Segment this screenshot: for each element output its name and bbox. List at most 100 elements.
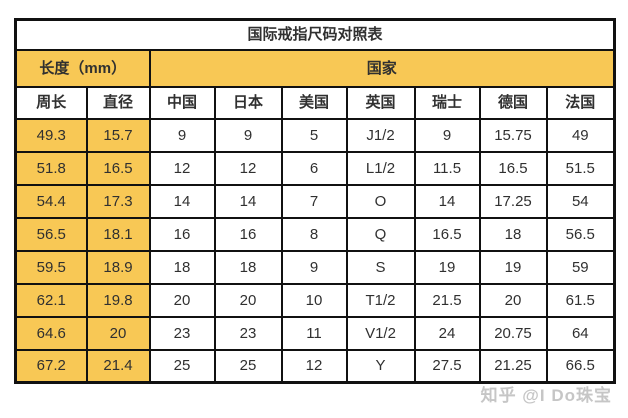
column-header-5: 英国 (345, 85, 416, 120)
measure-cell: 18.1 (85, 216, 151, 252)
size-cell: 66.5 (545, 348, 616, 384)
size-cell: 12 (213, 150, 283, 186)
column-header-3: 日本 (213, 85, 283, 120)
table-row: 51.8 16.5 12 12 6 L1/2 11.5 16.5 51.5 (14, 150, 616, 186)
size-cell: 17.25 (478, 183, 548, 219)
size-cell: 54 (545, 183, 616, 219)
group-header-country: 国家 (148, 48, 616, 88)
table-title: 国际戒指尺码对照表 (14, 18, 616, 51)
measure-cell: 67.2 (14, 348, 88, 384)
size-cell: 21.25 (478, 348, 548, 384)
size-cell: 19 (478, 249, 548, 285)
measure-cell: 59.5 (14, 249, 88, 285)
table-body: 49.3 15.7 9 9 5 J1/2 9 15.75 49 51.8 16.5 12 12 6 L1/2… (14, 117, 616, 384)
watermark: 知乎 @I Do珠宝 (480, 386, 612, 405)
size-cell: 14 (413, 183, 481, 219)
table-row: 67.2 21.4 25 25 12 Y 27.5 21.25 66.5 (14, 348, 616, 384)
size-cell: 23 (213, 315, 283, 351)
column-header-4: 美国 (280, 85, 348, 120)
size-cell: 23 (148, 315, 216, 351)
size-cell: 18 (478, 216, 548, 252)
size-cell: 6 (280, 150, 348, 186)
size-cell: 25 (213, 348, 283, 384)
size-cell: 49 (545, 117, 616, 153)
size-cell: 15.75 (478, 117, 548, 153)
ring-size-table: 国际戒指尺码对照表 长度（mm） 国家 周长 直径 中国 日本 美国 英国 瑞士 德国 法国 4… (14, 18, 617, 384)
size-cell: 9 (148, 117, 216, 153)
size-cell: 21.5 (413, 282, 481, 318)
column-header-2: 中国 (148, 85, 216, 120)
size-cell: 12 (280, 348, 348, 384)
size-cell: 11 (280, 315, 348, 351)
size-cell: S (345, 249, 416, 285)
size-cell: 11.5 (413, 150, 481, 186)
size-cell: 16.5 (413, 216, 481, 252)
size-cell: 56.5 (545, 216, 616, 252)
size-cell: 16 (213, 216, 283, 252)
table-row: 64.6 20 23 23 11 V1/2 24 20.75 64 (14, 315, 616, 351)
size-cell: Q (345, 216, 416, 252)
size-cell: 64 (545, 315, 616, 351)
measure-cell: 64.6 (14, 315, 88, 351)
table-row: 56.5 18.1 16 16 8 Q 16.5 18 56.5 (14, 216, 616, 252)
measure-cell: 51.8 (14, 150, 88, 186)
measure-cell: 20 (85, 315, 151, 351)
table-row: 62.1 19.8 20 20 10 T1/2 21.5 20 61.5 (14, 282, 616, 318)
measure-cell: 49.3 (14, 117, 88, 153)
size-cell: 18 (148, 249, 216, 285)
measure-cell: 18.9 (85, 249, 151, 285)
measure-cell: 15.7 (85, 117, 151, 153)
size-cell: J1/2 (345, 117, 416, 153)
size-cell: O (345, 183, 416, 219)
size-cell: 20 (478, 282, 548, 318)
size-cell: 14 (148, 183, 216, 219)
size-cell: 19 (413, 249, 481, 285)
size-cell: 59 (545, 249, 616, 285)
measure-cell: 54.4 (14, 183, 88, 219)
group-header-row: 长度（mm） 国家 (14, 48, 616, 88)
table-head: 国际戒指尺码对照表 长度（mm） 国家 周长 直径 中国 日本 美国 英国 瑞士 德国 法国 (14, 18, 616, 120)
table-row: 54.4 17.3 14 14 7 O 14 17.25 54 (14, 183, 616, 219)
column-header-7: 德国 (478, 85, 548, 120)
size-cell: 7 (280, 183, 348, 219)
size-cell: 12 (148, 150, 216, 186)
measure-cell: 17.3 (85, 183, 151, 219)
column-header-1: 直径 (85, 85, 151, 120)
size-cell: V1/2 (345, 315, 416, 351)
size-cell: 20.75 (478, 315, 548, 351)
size-cell: 18 (213, 249, 283, 285)
measure-cell: 19.8 (85, 282, 151, 318)
size-cell: 9 (213, 117, 283, 153)
measure-cell: 56.5 (14, 216, 88, 252)
column-header-6: 瑞士 (413, 85, 481, 120)
measure-cell: 62.1 (14, 282, 88, 318)
group-header-length: 长度（mm） (14, 48, 151, 88)
size-cell: 5 (280, 117, 348, 153)
size-cell: 20 (213, 282, 283, 318)
column-header-0: 周长 (14, 85, 88, 120)
size-cell: 16.5 (478, 150, 548, 186)
size-cell: 24 (413, 315, 481, 351)
measure-cell: 21.4 (85, 348, 151, 384)
size-cell: 16 (148, 216, 216, 252)
size-cell: 20 (148, 282, 216, 318)
size-cell: 14 (213, 183, 283, 219)
size-cell: L1/2 (345, 150, 416, 186)
size-cell: 10 (280, 282, 348, 318)
size-cell: 51.5 (545, 150, 616, 186)
size-cell: 61.5 (545, 282, 616, 318)
table-row: 49.3 15.7 9 9 5 J1/2 9 15.75 49 (14, 117, 616, 153)
measure-cell: 16.5 (85, 150, 151, 186)
size-cell: 9 (413, 117, 481, 153)
size-cell: 8 (280, 216, 348, 252)
table-title-row: 国际戒指尺码对照表 (14, 18, 616, 51)
size-cell: Y (345, 348, 416, 384)
size-cell: 27.5 (413, 348, 481, 384)
size-cell: 9 (280, 249, 348, 285)
size-cell: T1/2 (345, 282, 416, 318)
column-header-row: 周长 直径 中国 日本 美国 英国 瑞士 德国 法国 (14, 85, 616, 120)
table-row: 59.5 18.9 18 18 9 S 19 19 59 (14, 249, 616, 285)
size-cell: 25 (148, 348, 216, 384)
column-header-8: 法国 (545, 85, 616, 120)
